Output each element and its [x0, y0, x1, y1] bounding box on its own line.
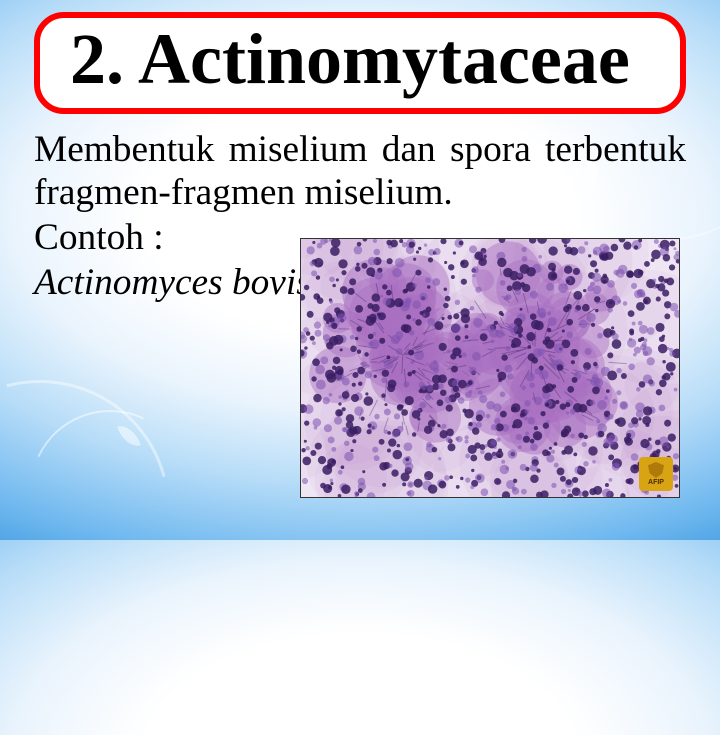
micrograph-svg [301, 239, 679, 497]
slide-container: 2. Actinomytaceae Membentuk miselium dan… [0, 0, 720, 540]
micrograph-image: AFIP [300, 238, 680, 498]
title-box: 2. Actinomytaceae [34, 12, 686, 114]
afip-shield-icon [648, 462, 664, 478]
slide-title: 2. Actinomytaceae [70, 22, 650, 98]
body-paragraph-1: Membentuk miselium dan spora terbentuk f… [34, 128, 686, 214]
afip-badge-text: AFIP [648, 479, 664, 486]
afip-badge: AFIP [639, 457, 673, 491]
